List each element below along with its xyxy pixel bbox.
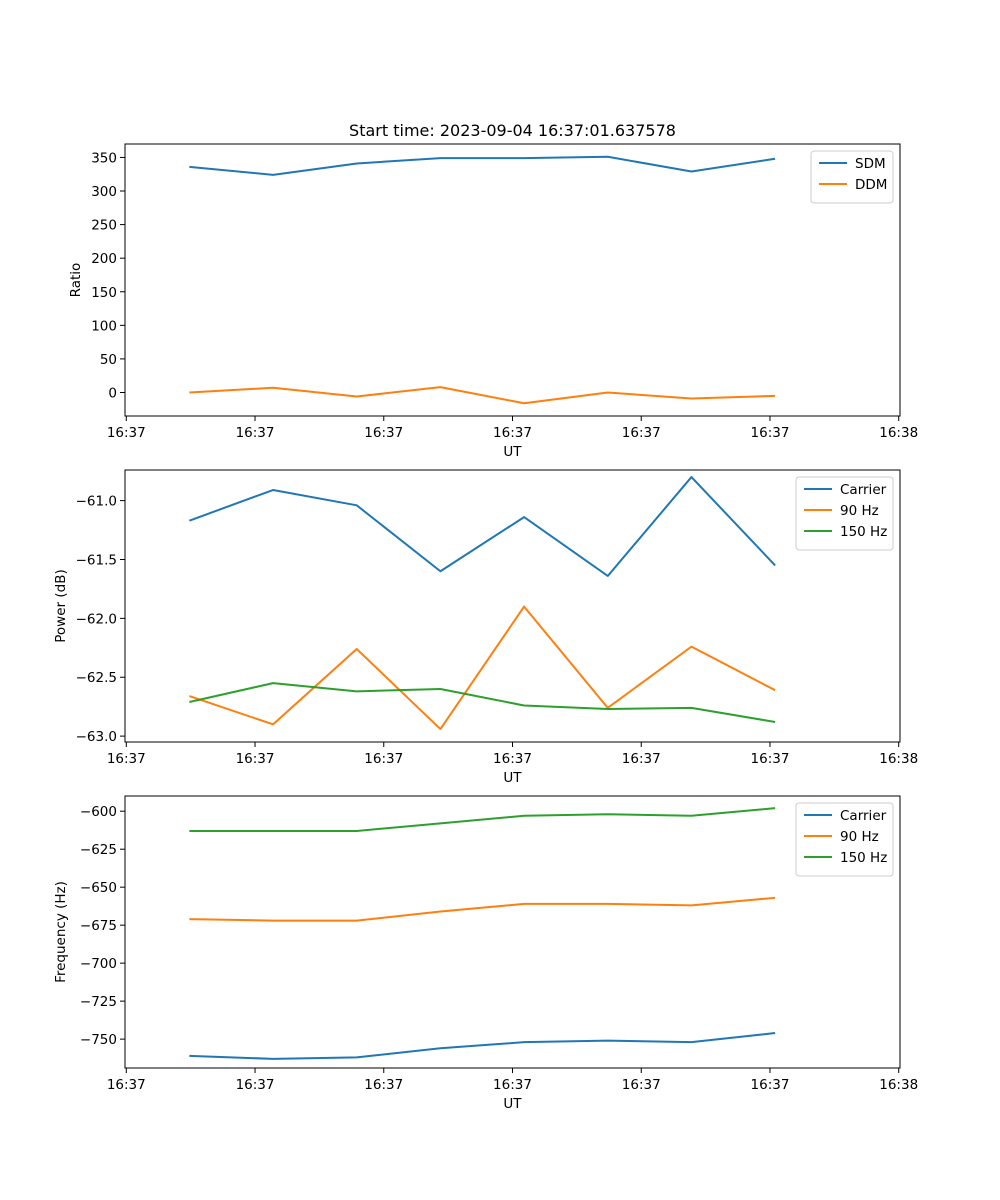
legend-label: 90 Hz — [840, 829, 879, 845]
x-tick-label: 16:37 — [751, 751, 790, 767]
x-tick-label: 16:37 — [622, 425, 661, 441]
subplot-2: 16:37 16:37 16:37 16:37 16:37 16:37 16:38 −63.0… — [53, 469, 918, 786]
y-tick-label: −600 — [80, 804, 117, 820]
y-tick-label: −61.5 — [76, 552, 117, 568]
x-axis-label: UT — [503, 770, 522, 786]
series-line-150-hz — [189, 807, 776, 832]
subplot-1: Start time: 2023-09-04 16:37:01.637578 16… — [68, 121, 918, 460]
y-tick-label: −62.0 — [76, 611, 117, 627]
y-tick-label: −61.0 — [76, 494, 117, 510]
y-tick-label: 0 — [108, 385, 117, 401]
y-tick-label: −63.0 — [76, 729, 117, 745]
x-tick-label: 16:37 — [107, 425, 146, 441]
x-axis-label: UT — [503, 444, 522, 460]
legend-label: Carrier — [840, 482, 887, 498]
y-tick-label: 50 — [100, 352, 117, 368]
x-tick-label: 16:38 — [879, 1077, 918, 1093]
x-tick-label: 16:37 — [364, 1077, 403, 1093]
y-axis-label: Ratio — [68, 263, 84, 298]
legend-label: 90 Hz — [840, 503, 879, 519]
chart-title: Start time: 2023-09-04 16:37:01.637578 — [349, 121, 676, 140]
x-tick-label: 16:37 — [236, 425, 275, 441]
y-axis-label: Frequency (Hz) — [53, 881, 69, 983]
x-tick-label: 16:37 — [107, 1077, 146, 1093]
x-tick-label: 16:38 — [879, 425, 918, 441]
y-tick-label: 250 — [91, 218, 117, 234]
x-tick-label: 16:37 — [364, 751, 403, 767]
legend-label: Carrier — [840, 808, 887, 824]
x-tick-label: 16:38 — [879, 751, 918, 767]
y-tick-label: −725 — [80, 994, 117, 1010]
y-tick-label: −62.5 — [76, 670, 117, 686]
x-tick-label: 16:37 — [493, 425, 532, 441]
legend-label: SDM — [855, 156, 886, 172]
y-tick-label: −625 — [80, 842, 117, 858]
x-tick-label: 16:37 — [751, 425, 790, 441]
series-line-carrier — [189, 1032, 776, 1060]
legend: Carrier 90 Hz 150 Hz — [795, 802, 894, 877]
x-tick-label: 16:37 — [622, 751, 661, 767]
axes-frame — [124, 469, 901, 743]
series-line-sdm — [189, 155, 776, 176]
x-tick-label: 16:37 — [364, 425, 403, 441]
y-tick-label: 200 — [91, 251, 117, 267]
series-line-150-hz — [189, 682, 776, 723]
legend-label: DDM — [855, 177, 887, 193]
axes-frame — [124, 795, 901, 1069]
legend: SDM DDM — [810, 150, 894, 204]
legend-label: 150 Hz — [840, 524, 887, 540]
x-tick-label: 16:37 — [493, 751, 532, 767]
y-tick-label: −675 — [80, 918, 117, 934]
y-tick-label: 150 — [91, 285, 117, 301]
x-tick-label: 16:37 — [751, 1077, 790, 1093]
series-line-carrier — [189, 476, 776, 577]
y-tick-label: −750 — [80, 1032, 117, 1048]
x-tick-label: 16:37 — [236, 751, 275, 767]
x-tick-label: 16:37 — [622, 1077, 661, 1093]
axes-frame — [124, 143, 901, 417]
legend-label: 150 Hz — [840, 850, 887, 866]
x-tick-label: 16:37 — [236, 1077, 275, 1093]
y-tick-label: 350 — [91, 150, 117, 166]
series-line-90-hz — [189, 896, 776, 922]
series-line-90-hz — [189, 605, 776, 731]
y-tick-label: −700 — [80, 956, 117, 972]
y-tick-label: 300 — [91, 184, 117, 200]
x-tick-label: 16:37 — [107, 751, 146, 767]
subplot-3: 16:37 16:37 16:37 16:37 16:37 16:37 16:38 −750 −… — [53, 795, 918, 1112]
y-axis-label: Power (dB) — [53, 569, 69, 642]
series-line-ddm — [189, 386, 776, 405]
legend: Carrier 90 Hz 150 Hz — [795, 476, 894, 551]
x-tick-label: 16:37 — [493, 1077, 532, 1093]
y-tick-label: 100 — [91, 318, 117, 334]
y-tick-label: −650 — [80, 880, 117, 896]
x-axis-label: UT — [503, 1096, 522, 1112]
